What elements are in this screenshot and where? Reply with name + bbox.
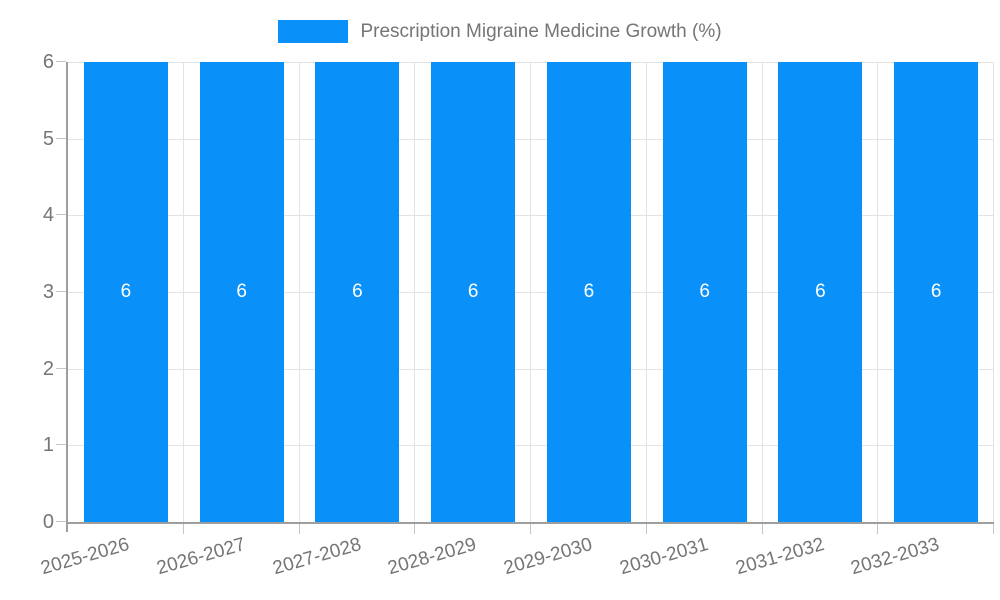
bar-value-label: 6 bbox=[583, 281, 595, 302]
h-gridline bbox=[68, 368, 994, 370]
x-axis-line bbox=[68, 522, 994, 524]
bar-value-label: 6 bbox=[467, 281, 479, 302]
x-tick-label: 2029-2030 bbox=[501, 534, 595, 580]
bar-value-label: 6 bbox=[699, 281, 710, 302]
bar: 6 bbox=[83, 62, 168, 522]
y-tick-label: 2 bbox=[42, 357, 54, 380]
x-tick-label: 2032-2033 bbox=[848, 534, 942, 580]
v-gridline bbox=[298, 62, 300, 522]
x-tick-mark bbox=[182, 524, 184, 534]
bar: 6 bbox=[778, 62, 863, 522]
x-tick-mark bbox=[414, 524, 416, 534]
x-tick-label: 2025-2026 bbox=[38, 534, 132, 580]
legend-swatch[interactable] bbox=[278, 20, 349, 43]
y-tick-mark bbox=[56, 521, 66, 522]
y-tick-mark bbox=[56, 291, 66, 292]
x-tick-mark bbox=[761, 524, 763, 534]
x-tick-mark bbox=[877, 524, 879, 534]
y-tick-mark bbox=[56, 214, 66, 216]
v-gridline bbox=[761, 62, 763, 522]
x-tick-label: 2028-2029 bbox=[385, 534, 479, 580]
y-axis-line bbox=[66, 62, 68, 532]
bar: 6 bbox=[315, 62, 400, 522]
legend-label[interactable]: Prescription Migraine Medicine Growth (%… bbox=[360, 21, 722, 42]
y-tick-mark bbox=[56, 367, 66, 369]
plot-area: 6 6 6 6 6 6 6 6 bbox=[68, 62, 994, 522]
bar: 6 bbox=[894, 62, 979, 522]
bar-value-label: 6 bbox=[236, 281, 247, 302]
x-tick-mark bbox=[530, 524, 531, 534]
x-tick-mark bbox=[993, 524, 994, 534]
bar-value-label: 6 bbox=[930, 281, 942, 302]
v-gridline bbox=[645, 62, 647, 522]
bar: 6 bbox=[662, 62, 747, 522]
x-tick-mark bbox=[298, 524, 300, 534]
y-tick-mark bbox=[56, 444, 66, 446]
y-tick-label: 6 bbox=[42, 51, 54, 73]
v-gridline bbox=[182, 62, 184, 522]
x-tick-mark bbox=[645, 524, 647, 534]
y-tick-mark bbox=[56, 137, 66, 139]
bar: 6 bbox=[199, 62, 284, 522]
v-gridline bbox=[993, 62, 994, 522]
y-tick-label: 4 bbox=[42, 204, 54, 227]
x-tick-label: 2027-2028 bbox=[270, 534, 364, 580]
bar-value-label: 6 bbox=[120, 281, 132, 302]
bar: 6 bbox=[431, 62, 516, 522]
y-tick-label: 1 bbox=[42, 434, 54, 457]
h-gridline bbox=[68, 292, 994, 293]
y-tick-label: 0 bbox=[42, 511, 54, 533]
h-gridline bbox=[68, 445, 994, 447]
legend[interactable]: Prescription Migraine Medicine Growth (%… bbox=[0, 20, 1000, 43]
y-tick-label: 5 bbox=[42, 127, 54, 150]
y-tick-label: 3 bbox=[42, 281, 54, 303]
v-gridline bbox=[877, 62, 879, 522]
bar: 6 bbox=[546, 62, 631, 522]
x-tick-label: 2031-2032 bbox=[733, 534, 827, 580]
bar-value-label: 6 bbox=[815, 281, 826, 302]
h-gridline bbox=[68, 215, 994, 217]
v-gridline bbox=[530, 62, 531, 522]
bar-value-label: 6 bbox=[352, 281, 363, 302]
h-gridline bbox=[68, 62, 994, 63]
v-gridline bbox=[414, 62, 416, 522]
h-gridline bbox=[68, 138, 994, 140]
x-tick-label: 2030-2031 bbox=[617, 534, 711, 580]
x-tick-label: 2026-2027 bbox=[154, 534, 248, 580]
y-tick-mark bbox=[56, 61, 66, 62]
